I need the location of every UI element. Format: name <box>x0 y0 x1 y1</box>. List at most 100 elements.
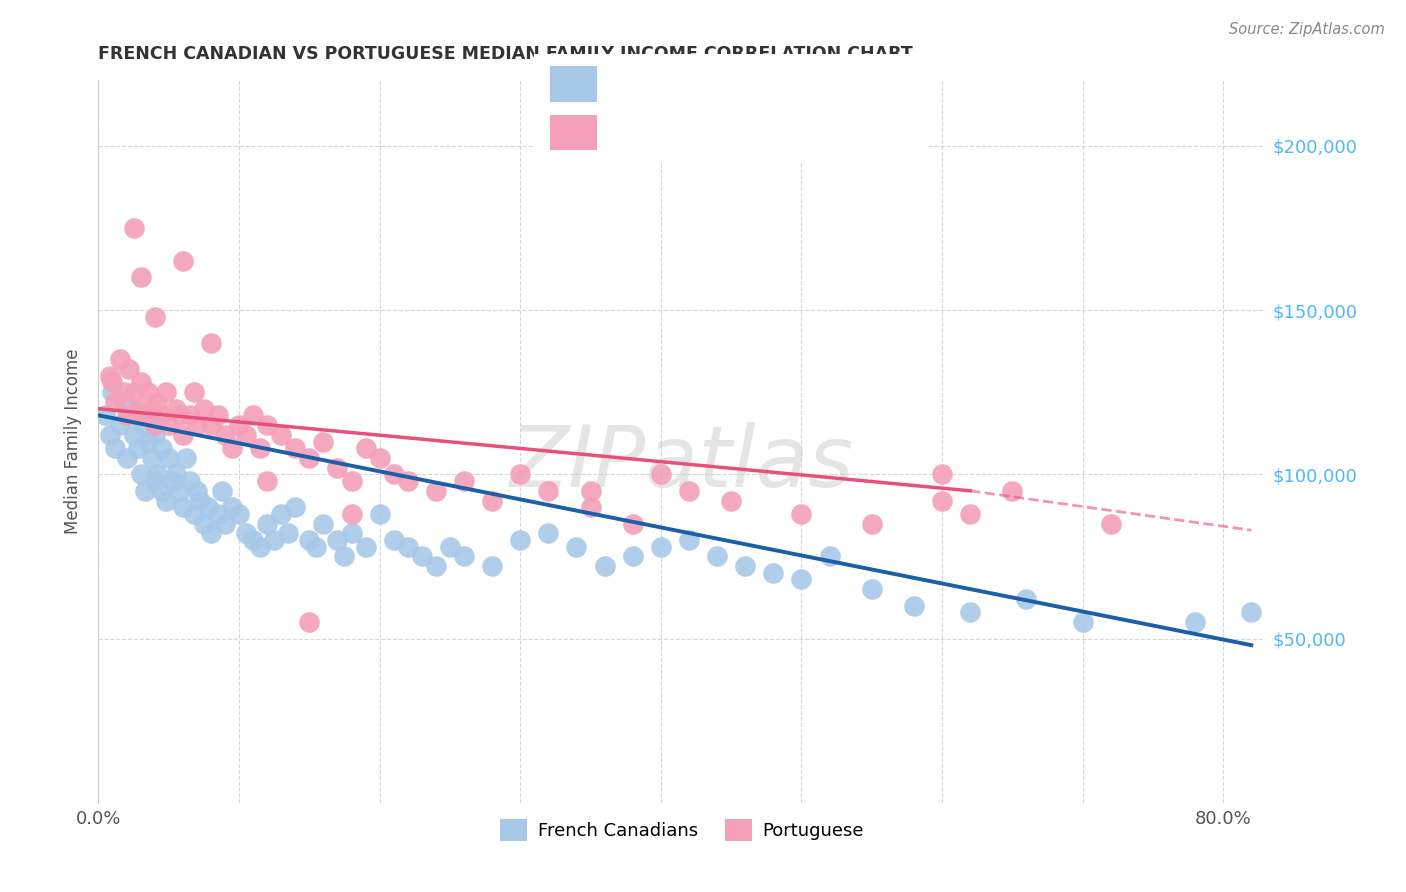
Point <box>118 409 141 423</box>
Point <box>141 401 163 416</box>
Point <box>354 441 377 455</box>
Point <box>720 493 742 508</box>
Point <box>98 428 121 442</box>
Point <box>134 483 156 498</box>
Point <box>112 395 135 409</box>
Point <box>425 483 447 498</box>
Text: ZIPatlas: ZIPatlas <box>510 422 853 505</box>
FancyBboxPatch shape <box>550 66 598 102</box>
Point <box>509 467 531 482</box>
Text: FRENCH CANADIAN VS PORTUGUESE MEDIAN FAMILY INCOME CORRELATION CHART: FRENCH CANADIAN VS PORTUGUESE MEDIAN FAM… <box>98 45 912 63</box>
Point <box>193 401 215 416</box>
Point <box>396 474 419 488</box>
Y-axis label: Median Family Income: Median Family Income <box>65 349 83 534</box>
Point <box>101 385 124 400</box>
Point <box>537 526 560 541</box>
Point <box>706 549 728 564</box>
Point <box>621 549 644 564</box>
Point <box>101 376 124 390</box>
Point <box>108 352 131 367</box>
Point <box>242 409 264 423</box>
Point <box>228 507 250 521</box>
Point <box>298 450 321 465</box>
Point <box>150 483 173 498</box>
Point <box>127 441 149 455</box>
Point <box>312 434 335 449</box>
Point <box>340 474 363 488</box>
Point <box>959 507 981 521</box>
Point <box>903 599 925 613</box>
Point <box>425 559 447 574</box>
Point <box>1071 615 1094 630</box>
Point <box>118 362 141 376</box>
Point <box>115 409 138 423</box>
Point <box>312 516 335 531</box>
Point <box>860 582 883 597</box>
Point <box>256 474 278 488</box>
Point <box>172 428 194 442</box>
Point <box>453 549 475 564</box>
Point <box>143 428 166 442</box>
Point <box>931 493 953 508</box>
Point <box>1001 483 1024 498</box>
Point <box>650 467 672 482</box>
Point <box>326 533 349 547</box>
Point <box>270 507 292 521</box>
Text: R =: R = <box>613 75 650 93</box>
Point <box>129 376 152 390</box>
Point <box>104 441 127 455</box>
Point <box>146 395 169 409</box>
Point <box>256 516 278 531</box>
Text: 83: 83 <box>841 75 865 93</box>
Point <box>207 507 229 521</box>
Point <box>214 428 236 442</box>
Point <box>277 526 299 541</box>
Point <box>122 401 145 416</box>
Point <box>132 418 155 433</box>
Point <box>136 409 159 423</box>
Point <box>115 450 138 465</box>
Point <box>179 474 201 488</box>
Point <box>621 516 644 531</box>
Point <box>242 533 264 547</box>
Point <box>207 409 229 423</box>
Point <box>818 549 841 564</box>
Point <box>179 409 201 423</box>
FancyBboxPatch shape <box>550 114 598 150</box>
Point <box>200 526 222 541</box>
Text: R =: R = <box>613 121 650 139</box>
Point <box>235 526 257 541</box>
Point <box>678 533 700 547</box>
Point <box>157 418 180 433</box>
Point <box>235 428 257 442</box>
Point <box>197 500 219 515</box>
Point <box>368 507 391 521</box>
Point <box>172 253 194 268</box>
Point <box>1184 615 1206 630</box>
Point <box>94 409 117 423</box>
Text: N =: N = <box>770 75 818 93</box>
Point <box>354 540 377 554</box>
Point <box>537 483 560 498</box>
Point <box>790 507 813 521</box>
Point <box>122 428 145 442</box>
Point <box>284 441 307 455</box>
Point <box>150 409 173 423</box>
Point <box>214 516 236 531</box>
Point <box>193 516 215 531</box>
Point <box>200 418 222 433</box>
Point <box>263 533 285 547</box>
Point <box>155 385 177 400</box>
Point <box>762 566 785 580</box>
Point <box>132 409 155 423</box>
Point <box>333 549 356 564</box>
Point <box>122 385 145 400</box>
Point <box>305 540 328 554</box>
Point <box>104 395 127 409</box>
Point <box>146 467 169 482</box>
Point <box>270 428 292 442</box>
FancyBboxPatch shape <box>526 52 936 162</box>
Point <box>169 483 191 498</box>
Point <box>150 441 173 455</box>
Point <box>174 450 197 465</box>
